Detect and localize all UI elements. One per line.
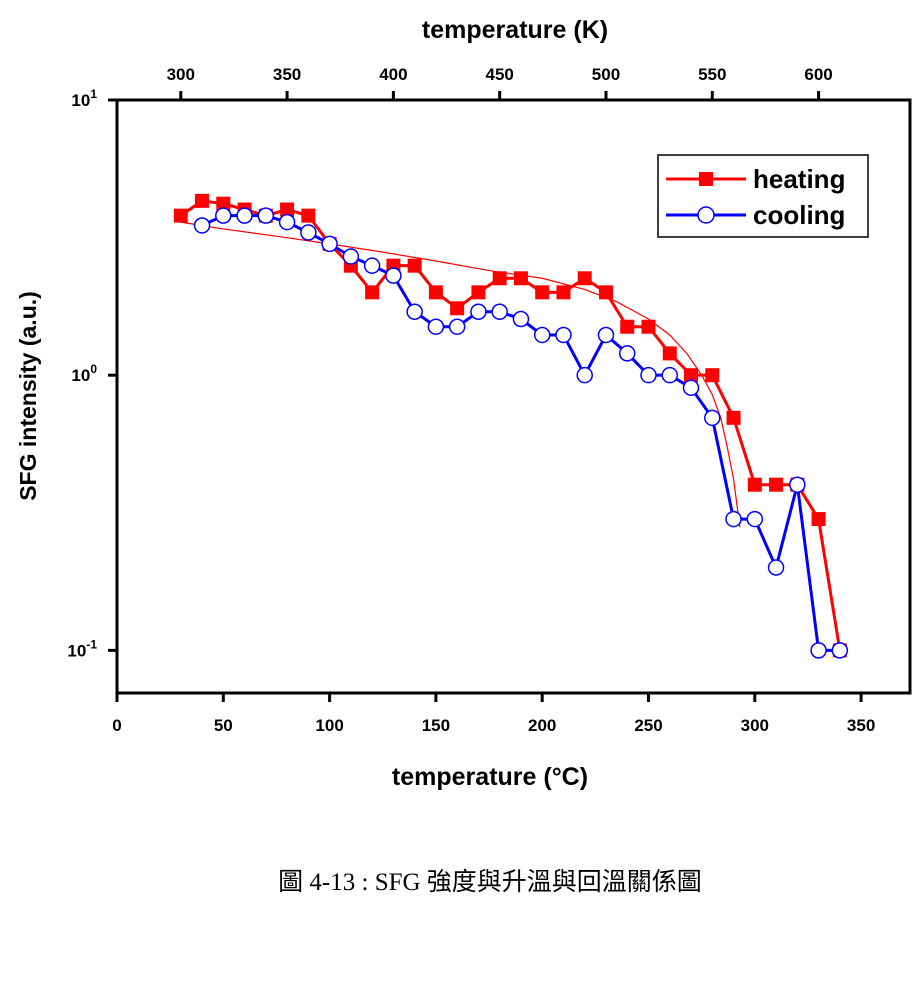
x2-tick-label: 400 [379, 65, 407, 84]
marker [747, 477, 762, 492]
x-tick-label: 0 [112, 716, 121, 735]
marker [385, 267, 402, 284]
marker [215, 207, 232, 224]
x2-tick-label: 600 [804, 65, 832, 84]
marker [535, 285, 550, 300]
marker [556, 285, 571, 300]
marker [704, 409, 721, 427]
legend-label: cooling [753, 200, 845, 230]
x-tick-label: 150 [422, 716, 450, 735]
y-tick-base: 10 [67, 641, 86, 660]
x-tick-label: 300 [741, 716, 769, 735]
caption: 圖 4-13 : SFG 強度與升溫與回溫關係圖 [278, 868, 702, 896]
marker [789, 476, 806, 493]
x2-tick-label: 300 [167, 65, 195, 84]
y-tick-exponent: 0 [90, 362, 97, 376]
y-tick-label: 100 [71, 362, 97, 385]
y-tick-base: 10 [71, 366, 90, 385]
marker [470, 303, 487, 321]
marker [300, 224, 317, 241]
x-tick-label: 100 [315, 716, 343, 735]
x2-tick-label: 500 [592, 65, 620, 84]
x2-tick-label: 350 [273, 65, 301, 84]
legend-marker [699, 172, 713, 186]
marker [427, 318, 445, 335]
x-tick-label: 200 [528, 716, 556, 735]
y-tick-exponent: 1 [90, 87, 97, 101]
marker [576, 366, 593, 384]
marker [513, 271, 528, 286]
marker [342, 248, 360, 265]
marker [641, 319, 656, 334]
marker [767, 559, 785, 576]
marker [195, 193, 210, 208]
marker [831, 642, 849, 659]
x2-tick-label: 450 [485, 65, 513, 84]
y-tick-label: 101 [71, 87, 97, 110]
marker [769, 477, 784, 492]
marker [577, 271, 592, 286]
marker [173, 208, 188, 223]
marker [512, 310, 530, 328]
y-tick-exponent: -1 [86, 637, 97, 651]
y-tick-base: 10 [71, 91, 90, 110]
marker [705, 368, 720, 383]
marker [662, 346, 677, 361]
marker [448, 318, 466, 335]
marker [725, 510, 742, 528]
marker [407, 258, 422, 273]
marker [682, 379, 700, 397]
marker [620, 319, 635, 334]
plot-frame [115, 98, 912, 695]
marker [640, 366, 657, 384]
marker [450, 301, 465, 316]
legend-marker [697, 206, 715, 224]
marker [746, 510, 764, 528]
marker [684, 368, 699, 383]
x-tick-label: 50 [214, 716, 233, 735]
marker [321, 235, 338, 253]
marker [618, 345, 636, 362]
marker [726, 410, 741, 425]
x-tick-label: 350 [847, 716, 875, 735]
marker [428, 285, 443, 300]
marker [257, 207, 275, 224]
marker [491, 303, 508, 321]
marker [811, 512, 826, 527]
marker [365, 285, 380, 300]
marker [555, 326, 572, 344]
marker [216, 196, 231, 211]
marker [363, 257, 381, 274]
marker [301, 208, 316, 223]
legend-label: heating [753, 164, 845, 194]
marker [492, 271, 507, 286]
marker [193, 217, 211, 234]
y-tick-label: 10-1 [67, 637, 97, 660]
x-axis-title: temperature (°C) [392, 763, 588, 791]
marker [597, 326, 615, 344]
top-axis-title: temperature (K) [422, 16, 608, 44]
marker [236, 207, 253, 224]
x-tick-label: 250 [634, 716, 662, 735]
marker [278, 213, 296, 231]
y-axis-title: SFG intensity (a.u.) [15, 291, 41, 501]
marker [280, 202, 295, 217]
marker [471, 285, 486, 300]
marker [533, 326, 551, 344]
marker [406, 303, 423, 321]
x2-tick-label: 550 [698, 65, 726, 84]
marker [661, 366, 679, 384]
marker [810, 642, 827, 659]
legend-box [657, 154, 869, 238]
series-line [179, 199, 842, 651]
marker [598, 285, 613, 300]
